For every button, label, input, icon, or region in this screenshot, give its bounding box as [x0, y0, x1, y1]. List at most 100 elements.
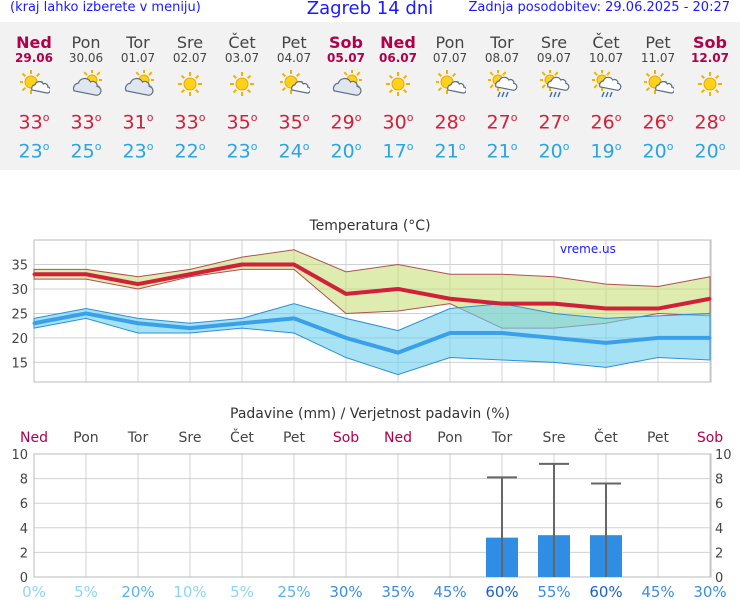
day-name: Pon	[71, 33, 101, 52]
min-temp: 23o	[18, 140, 50, 163]
max-temp: 28o	[694, 111, 726, 134]
category-label: Ned	[384, 430, 412, 446]
precip-probability: 10%	[173, 583, 206, 600]
category-label: Sob	[333, 430, 359, 446]
precipitation-chart-title: Padavine (mm) / Verjetnost padavin (%)	[230, 406, 510, 422]
y-tick-label: 15	[11, 356, 28, 371]
min-temp: 21o	[486, 140, 518, 163]
min-temp: 20o	[694, 140, 726, 163]
min-temp-line-point	[136, 321, 140, 325]
max-temp-line-point	[344, 292, 348, 296]
min-temp: 21o	[434, 140, 466, 163]
spread-band	[33, 303, 711, 376]
precip-probability: 45%	[641, 583, 674, 600]
max-temp-line-point	[292, 262, 296, 266]
max-temp: 35o	[278, 111, 310, 134]
last-update: Zadnja posodobitev: 29.06.2025 - 20:27	[468, 0, 730, 15]
sun-rain-icon	[528, 64, 580, 106]
y-tick-label-left: 0	[20, 571, 28, 586]
max-temp: 26o	[642, 111, 674, 134]
day-date: 02.07	[172, 51, 208, 65]
y-tick-label-left: 4	[20, 522, 28, 537]
sun-icon	[216, 64, 268, 106]
category-label: Pet	[283, 430, 306, 446]
day-name: Pet	[645, 33, 671, 52]
min-temp: 20o	[538, 140, 570, 163]
category-label: Pon	[437, 430, 462, 446]
header: (kraj lahko izberete v meniju) Zagreb 14…	[0, 0, 740, 22]
category-label: Čet	[230, 428, 254, 446]
category-label: Sre	[543, 430, 566, 446]
max-temp-line-point	[552, 302, 556, 306]
max-temp: 33o	[70, 111, 102, 134]
category-label: Pon	[73, 430, 98, 446]
partly-sunny-icon	[268, 64, 320, 106]
plot-frame	[33, 453, 712, 578]
precip-probability: 20%	[121, 583, 154, 600]
partly-sunny-icon	[424, 64, 476, 106]
min-temp: 19o	[590, 140, 622, 163]
max-temp-line-point	[84, 272, 88, 276]
min-temp: 23o	[226, 140, 258, 163]
precip-probability: 30%	[693, 583, 726, 600]
max-temp: 35o	[226, 111, 258, 134]
day-name: Pon	[435, 33, 465, 52]
y-tick-label: 25	[11, 307, 28, 322]
y-tick-label-right: 2	[715, 546, 723, 561]
max-temp-line-point	[500, 302, 504, 306]
max-temp-line-point	[32, 272, 36, 276]
precip-probability: 30%	[329, 583, 362, 600]
day-date: 12.07	[691, 51, 729, 65]
min-temp-line-point	[448, 331, 452, 335]
y-tick-label-right: 4	[715, 522, 723, 537]
min-temp-line-point	[344, 336, 348, 340]
day-column: Sob 05.07 29o 20o	[320, 22, 372, 165]
category-label: Pet	[647, 430, 670, 446]
day-column: Čet 03.07 35o 23o	[216, 22, 268, 165]
day-name: Ned	[380, 33, 416, 52]
precip-probability: 55%	[537, 583, 570, 600]
plot-frame	[33, 239, 712, 383]
day-date: 08.07	[484, 51, 520, 65]
day-name: Sre	[540, 33, 568, 52]
min-temp-line-point	[396, 351, 400, 355]
max-temp: 33o	[174, 111, 206, 134]
y-tick-label-right: 0	[715, 571, 723, 586]
day-name: Čet	[228, 33, 256, 52]
day-column: Tor 08.07 27o 21o	[476, 22, 528, 165]
spread-band	[33, 249, 711, 329]
sun-icon	[684, 64, 736, 106]
min-temp: 20o	[330, 140, 362, 163]
day-date: 07.07	[432, 51, 468, 65]
daily-forecast: Ned 29.06 33o 23o Pon 30.06 33o 25o Tor 01.07 31o 2…	[0, 22, 740, 170]
min-temp-line-point	[500, 331, 504, 335]
day-name: Tor	[490, 33, 514, 52]
day-date: 06.07	[379, 51, 417, 65]
partly-sunny-icon	[632, 64, 684, 106]
y-tick-label-right: 8	[715, 473, 723, 488]
min-temp-line-point	[188, 326, 192, 330]
max-temp-line-point	[136, 282, 140, 286]
min-temp-line-point	[708, 336, 712, 340]
min-temp-line-point	[552, 336, 556, 340]
day-column: Tor 01.07 31o 23o	[112, 22, 164, 165]
y-tick-label-right: 10	[715, 448, 732, 463]
min-temp-line-point	[32, 321, 36, 325]
day-column: Pon 07.07 28o 21o	[424, 22, 476, 165]
min-temp: 22o	[174, 140, 206, 163]
day-column: Ned 06.07 30o 17o	[372, 22, 424, 165]
day-date: 10.07	[588, 51, 624, 65]
temperature-chart-title: Temperatura (°C)	[309, 218, 431, 234]
category-label: Sob	[697, 430, 723, 446]
day-column: Sre 02.07 33o 22o	[164, 22, 216, 165]
location-hint[interactable]: (kraj lahko izberete v meniju)	[10, 0, 201, 15]
max-temp: 26o	[590, 111, 622, 134]
min-temp: 17o	[382, 140, 414, 163]
sun-icon	[164, 64, 216, 106]
y-tick-label: 30	[11, 283, 28, 298]
day-name: Sob	[329, 33, 363, 52]
day-column: Čet 10.07 26o 19o	[580, 22, 632, 165]
watermark: vreme.us	[560, 242, 616, 256]
max-temp: 33o	[18, 111, 50, 134]
day-name: Čet	[592, 33, 620, 52]
